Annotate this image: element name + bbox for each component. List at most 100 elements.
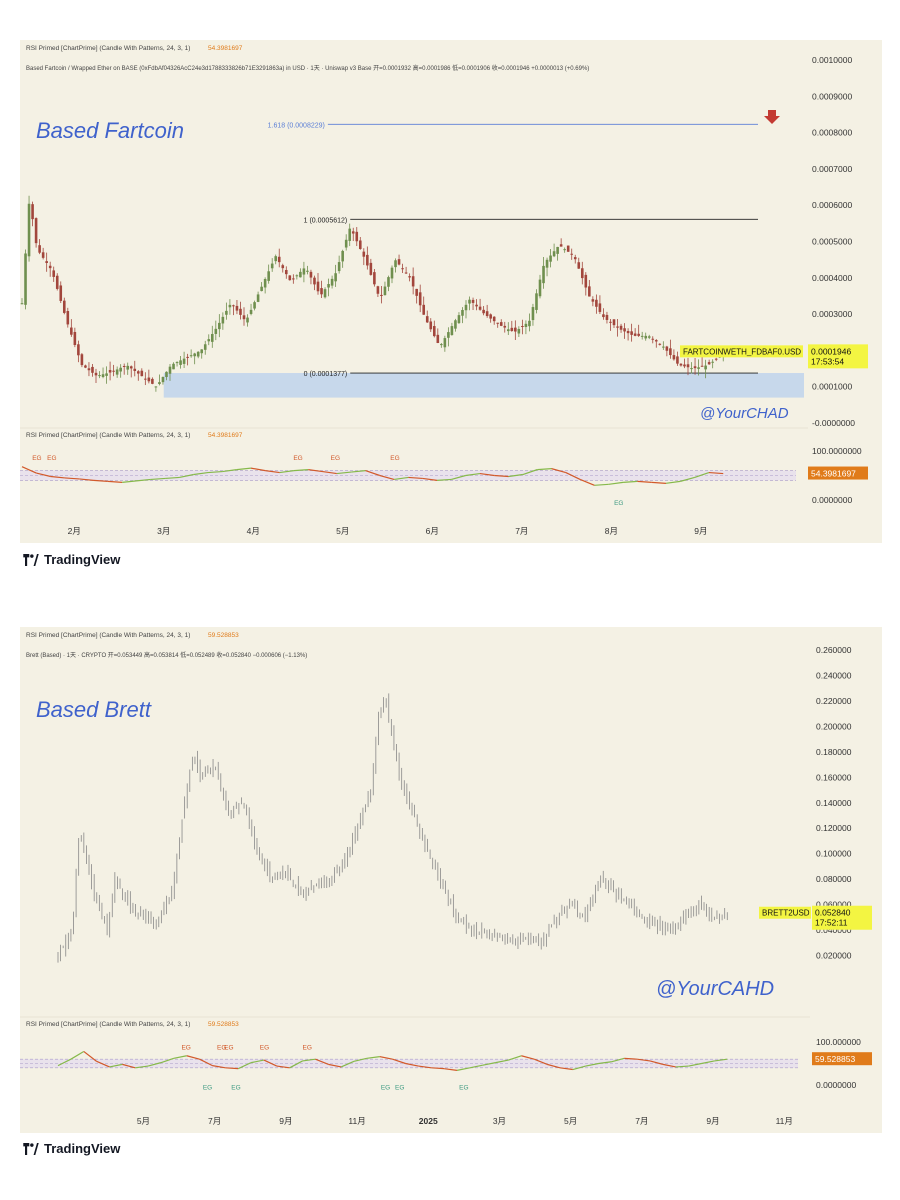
price-bar [136, 370, 140, 381]
y-tick-label: 0.0009000 [812, 91, 852, 101]
price-bar [499, 319, 503, 327]
price-bar [517, 326, 521, 338]
down-arrow-icon [764, 110, 780, 124]
price-bar [524, 320, 528, 335]
pattern-label: EG [203, 1084, 212, 1091]
price-bar [651, 336, 655, 344]
pattern-label: EG [302, 1045, 311, 1052]
price-bar [302, 261, 306, 283]
price-bar [355, 227, 359, 247]
price-bar [584, 272, 588, 296]
price-bar [337, 255, 341, 274]
y-tick-label: 0.060000 [816, 900, 852, 910]
price-bar [203, 340, 207, 355]
price-bar [390, 265, 394, 284]
rsi-header: RSI Primed [ChartPrime] (Candle With Pat… [26, 432, 190, 439]
price-bar [552, 243, 556, 258]
price-bar [461, 307, 464, 324]
rsi-segment [302, 1058, 316, 1062]
price-bar [577, 257, 581, 269]
price-bar [316, 273, 320, 295]
price-bar [73, 327, 77, 348]
price-bar [626, 328, 630, 341]
price-bar [443, 335, 447, 352]
price-bar [654, 339, 658, 348]
chart-panel-fartcoin: RSI Primed [ChartPrime] (Candle With Pat… [20, 40, 882, 543]
indicator-header-value: 54.3981697 [208, 45, 243, 52]
price-bar [327, 278, 330, 297]
tradingview-brand-text: TradingView [44, 552, 121, 567]
price-bar [637, 324, 640, 337]
price-tag-value: 0.052840 [815, 908, 851, 918]
price-bar [686, 357, 690, 376]
rsi-segment [135, 1065, 149, 1069]
price-tag-value-bg [812, 905, 872, 930]
price-bar [387, 275, 390, 292]
price-bar [531, 303, 535, 326]
price-bar [66, 307, 70, 328]
rsi-y-tick: 0.0000000 [812, 495, 852, 505]
pattern-label: EG [224, 1045, 233, 1052]
rsi-segment [57, 1058, 72, 1067]
price-bar [182, 351, 186, 369]
price-bar [408, 273, 411, 282]
rsi-segment [608, 481, 624, 485]
y-tick-label: 0.200000 [816, 721, 852, 731]
x-tick-label: 9月 [706, 1116, 719, 1126]
rsi-y-tick: 100.0000000 [812, 446, 862, 456]
price-bar [80, 352, 84, 368]
price-bar [108, 361, 112, 381]
price-bar [464, 300, 468, 319]
symbol-header: Brett (Based) · 1天 · CRYPTO 开=0.053449 高… [26, 651, 307, 659]
price-bar [432, 320, 436, 338]
rsi-segment [662, 1063, 676, 1068]
price-bar [260, 282, 263, 292]
price-bar [436, 328, 440, 344]
rsi-segment [340, 1060, 355, 1068]
rsi-segment [394, 476, 409, 481]
price-bar [263, 277, 267, 294]
price-bar [591, 296, 595, 307]
rsi-segment [408, 476, 423, 480]
price-bar [101, 367, 105, 379]
price-bar [34, 217, 38, 248]
price-bar [542, 257, 545, 289]
price-bar [277, 248, 281, 268]
tradingview-brand-text: TradingView [44, 1141, 121, 1156]
price-bar [140, 368, 144, 377]
price-tag-value: 0.0001946 [811, 346, 851, 356]
price-bar [246, 314, 249, 327]
price-bar [210, 325, 214, 348]
rsi-segment [276, 1065, 290, 1069]
price-bar [665, 345, 669, 357]
price-bar [711, 359, 714, 369]
pattern-label: EG [459, 1084, 468, 1091]
price-bar [196, 351, 200, 359]
price-bar [52, 266, 56, 282]
price-bar [690, 362, 693, 374]
rsi-segment [551, 468, 566, 474]
indicator-header: RSI Primed [ChartPrime] (Candle With Pat… [26, 632, 190, 639]
price-bar [380, 286, 383, 304]
price-bar [503, 321, 507, 333]
rsi-segment [293, 469, 309, 472]
price-bar [714, 357, 718, 362]
x-tick-label: 9月 [694, 526, 707, 536]
rsi-segment [444, 1068, 458, 1071]
price-bar [704, 359, 707, 379]
price-tag-symbol-bg [759, 906, 811, 919]
rsi-segment [469, 1064, 483, 1069]
price-bar [344, 234, 348, 251]
price-bar [168, 363, 172, 381]
rsi-segment [546, 1063, 561, 1069]
rsi-segment [637, 1058, 651, 1062]
rsi-segment [701, 1060, 715, 1065]
rsi-segment [173, 1055, 187, 1059]
rsi-segment [353, 1057, 368, 1062]
price-bar [440, 342, 443, 348]
price-bar [528, 313, 531, 332]
rsi-segment [522, 469, 538, 476]
x-tick-label: 9月 [279, 1116, 292, 1126]
price-bar [478, 298, 482, 311]
rsi-band [20, 1059, 798, 1068]
